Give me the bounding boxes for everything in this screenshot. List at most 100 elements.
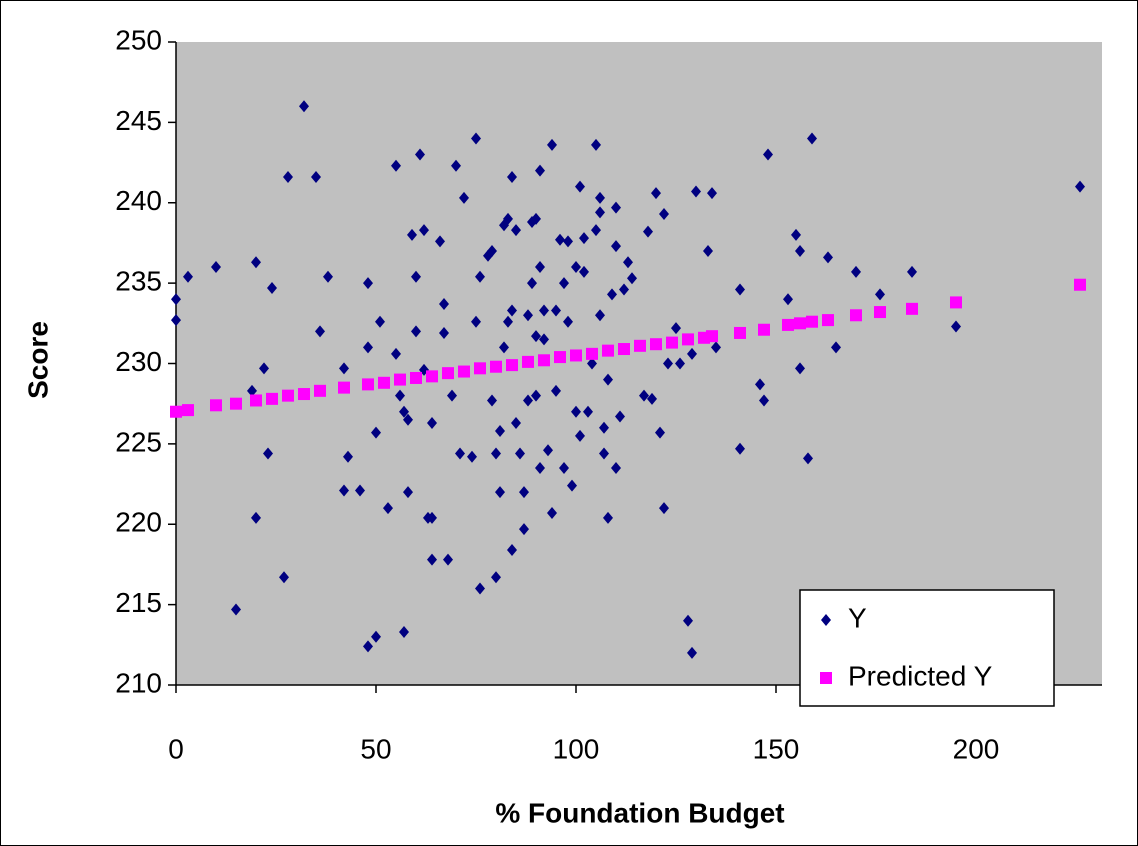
point — [251, 256, 261, 269]
point — [411, 270, 421, 283]
point — [595, 191, 605, 204]
point — [734, 326, 746, 339]
point — [403, 413, 413, 426]
point — [675, 357, 685, 370]
point — [507, 304, 517, 317]
point — [182, 404, 194, 417]
point — [511, 416, 521, 429]
point — [491, 571, 501, 584]
point — [538, 354, 550, 367]
point — [791, 228, 801, 241]
point — [339, 484, 349, 497]
point — [603, 511, 613, 524]
point — [171, 314, 181, 327]
point — [442, 367, 454, 380]
point — [375, 315, 385, 328]
point — [391, 347, 401, 360]
point — [763, 148, 773, 161]
point — [535, 164, 545, 177]
point — [579, 232, 589, 245]
point — [499, 341, 509, 354]
point — [547, 138, 557, 151]
point — [211, 261, 221, 274]
point — [506, 359, 518, 372]
point — [575, 180, 585, 193]
point — [591, 138, 601, 151]
point — [615, 410, 625, 423]
point — [298, 388, 310, 401]
point — [659, 502, 669, 515]
point — [474, 362, 486, 375]
point — [539, 304, 549, 317]
point — [487, 244, 497, 257]
point — [570, 349, 582, 362]
point — [231, 603, 241, 616]
point — [411, 325, 421, 338]
point — [535, 261, 545, 274]
point — [907, 265, 917, 278]
point — [523, 309, 533, 322]
point — [543, 444, 553, 457]
point — [650, 338, 662, 351]
point — [639, 389, 649, 402]
point — [259, 362, 269, 375]
point — [490, 360, 502, 373]
point — [247, 384, 257, 397]
point — [591, 224, 601, 237]
point — [230, 397, 242, 410]
point — [415, 148, 425, 161]
point — [551, 304, 561, 317]
point — [647, 392, 657, 405]
point — [531, 212, 541, 225]
x-tick-label: 0 — [168, 733, 184, 764]
point — [755, 378, 765, 391]
point — [651, 187, 661, 200]
point — [522, 355, 534, 368]
y-tick-label: 245 — [115, 105, 162, 136]
point — [363, 277, 373, 290]
point — [671, 322, 681, 335]
point — [619, 283, 629, 296]
point — [519, 486, 529, 499]
point — [602, 344, 614, 357]
point — [410, 371, 422, 384]
point — [399, 405, 409, 418]
point — [539, 333, 549, 346]
point — [383, 502, 393, 515]
point — [759, 394, 769, 407]
point — [659, 208, 669, 221]
point — [531, 330, 541, 343]
point — [343, 450, 353, 463]
point — [806, 315, 818, 328]
point — [455, 447, 465, 460]
point — [363, 640, 373, 653]
point — [823, 251, 833, 264]
point — [495, 486, 505, 499]
point — [683, 614, 693, 627]
point — [803, 452, 813, 465]
legend-box — [799, 589, 1055, 707]
legend-marker — [820, 672, 832, 684]
point — [595, 206, 605, 219]
point — [447, 389, 457, 402]
point — [607, 288, 617, 301]
point — [507, 171, 517, 184]
point — [527, 277, 537, 290]
point — [279, 571, 289, 584]
legend-label: Y — [848, 602, 867, 633]
point — [339, 362, 349, 375]
point — [363, 341, 373, 354]
point — [535, 461, 545, 474]
point — [435, 235, 445, 248]
point — [707, 187, 717, 200]
point — [567, 479, 577, 492]
point — [338, 381, 350, 394]
point — [419, 224, 429, 237]
y-tick-label: 220 — [115, 507, 162, 538]
x-tick-label: 150 — [753, 733, 800, 764]
point — [575, 429, 585, 442]
point — [515, 447, 525, 460]
point — [951, 320, 961, 333]
point — [439, 298, 449, 311]
